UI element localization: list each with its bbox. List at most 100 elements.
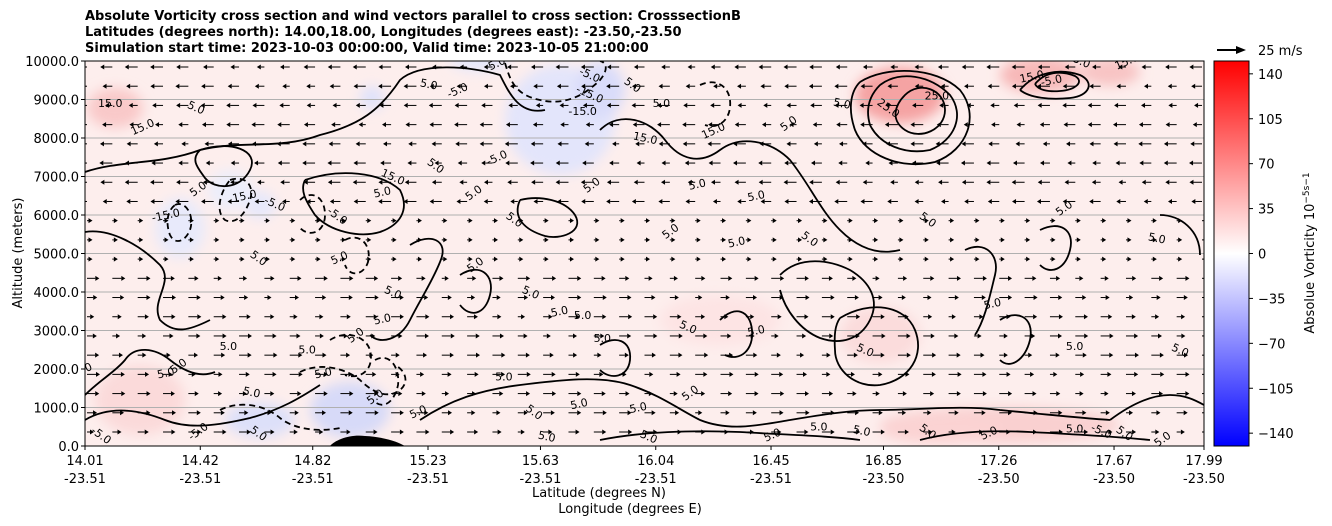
- wind-vector-head: [544, 237, 549, 243]
- wind-vector-head: [581, 83, 586, 89]
- wind-vector-head: [524, 295, 529, 301]
- wind-vector-head: [938, 179, 943, 185]
- wind-vector-head: [980, 352, 985, 358]
- wind-vector-head: [479, 141, 484, 147]
- wind-vector-head: [459, 64, 464, 70]
- y-tick-label: 2000.0: [34, 363, 80, 378]
- wind-vector-head: [242, 391, 247, 397]
- wind-vector-head: [1011, 64, 1016, 70]
- wind-vector-head: [1163, 141, 1168, 147]
- wind-vector-head: [1191, 83, 1196, 89]
- wind-vector-head: [829, 333, 834, 339]
- wind-vector-head: [750, 333, 755, 339]
- wind-vector-head: [454, 122, 459, 128]
- wind-vector-head: [530, 141, 535, 147]
- wind-vector-head: [1194, 102, 1199, 108]
- contour-label: 5.0: [220, 340, 238, 353]
- wind-vector-head: [88, 256, 93, 262]
- wind-vector-head: [519, 237, 524, 243]
- wind-vector-head: [780, 391, 785, 397]
- wind-vector-head: [267, 295, 272, 301]
- wind-vector-head: [722, 256, 727, 262]
- wind-vector-head: [126, 141, 131, 147]
- wind-vector-head: [927, 410, 932, 416]
- wind-vector-head: [201, 83, 206, 89]
- wind-vector-head: [881, 333, 886, 339]
- wind-vector-head: [758, 160, 763, 166]
- wind-vector-head: [1143, 198, 1148, 204]
- x-tick-label-lat: 17.99: [1185, 454, 1222, 469]
- colorbar-tick-label: 35: [1258, 203, 1275, 218]
- wind-vector-head: [1160, 371, 1165, 377]
- wind-vector-head: [139, 218, 144, 224]
- x-tick-label-lon: -23.51: [750, 472, 792, 487]
- wind-vector-head: [1082, 410, 1087, 416]
- wind-vector-head: [196, 295, 201, 301]
- wind-vector-head: [687, 64, 692, 70]
- wind-vector-head: [910, 141, 915, 147]
- wind-vector-head: [121, 275, 126, 281]
- contour-positive: [833, 306, 919, 387]
- field-patch-6: [87, 88, 143, 128]
- contour-negative: [699, 81, 732, 127]
- wind-vector-head: [779, 295, 784, 301]
- wind-vector-head: [904, 429, 909, 435]
- wind-vector-head: [903, 275, 908, 281]
- wind-vector-head: [710, 102, 715, 108]
- wind-vector-head: [737, 102, 742, 108]
- wind-vector-head: [443, 237, 448, 243]
- wind-vector-head: [572, 333, 577, 339]
- wind-vector-head: [878, 295, 883, 301]
- contour-positive: [369, 237, 444, 341]
- wind-vector-head: [247, 333, 252, 339]
- wind-vector-head: [358, 122, 363, 128]
- wind-vector-head: [620, 237, 625, 243]
- wind-vector-head: [196, 333, 201, 339]
- wind-vector-head: [1067, 160, 1072, 166]
- field-patch-15: [450, 61, 510, 72]
- wind-vector-head: [270, 391, 275, 397]
- wind-vector-head: [646, 237, 650, 243]
- wind-vector-head: [936, 122, 941, 128]
- wind-vector-head: [602, 314, 607, 320]
- y-tick-label: 10000.0: [25, 55, 79, 70]
- wind-vector-head: [471, 295, 476, 301]
- wind-vector-head: [991, 122, 996, 128]
- wind-vector-head: [696, 256, 701, 262]
- wind-vector-head: [963, 122, 968, 128]
- contour-label: 5.0: [185, 98, 206, 117]
- contour-positive: [85, 384, 321, 427]
- wind-vector-head: [398, 333, 403, 339]
- wind-vector-head: [146, 410, 151, 416]
- wind-vector-head: [172, 410, 177, 416]
- wind-vector-head: [1036, 198, 1041, 204]
- wind-vector-head: [226, 122, 231, 128]
- x-tick-label-lat: 16.04: [637, 454, 674, 469]
- wind-vector-head: [251, 122, 256, 128]
- wind-vector-head: [113, 237, 118, 243]
- wind-vector-head: [1011, 83, 1016, 89]
- wind-vector-head: [1189, 179, 1194, 185]
- contour-positive: [849, 69, 971, 166]
- wind-vector-head: [129, 122, 134, 128]
- wind-vector-head: [772, 218, 777, 224]
- wind-vector-head: [1082, 295, 1087, 301]
- wind-vector-head: [602, 429, 607, 435]
- wind-vector-head: [221, 352, 226, 358]
- wind-vector-head: [1185, 391, 1190, 397]
- wind-vector-head: [957, 371, 962, 377]
- wind-vector-head: [880, 314, 885, 320]
- wind-vector-head: [1116, 83, 1121, 89]
- wind-vector-head: [941, 198, 946, 204]
- wind-vector-head: [303, 64, 308, 70]
- wind-vector-head: [779, 371, 784, 377]
- wind-vector-head: [805, 410, 810, 416]
- wind-vector-head: [601, 391, 606, 397]
- wind-vector-head: [164, 237, 169, 243]
- wind-vector-head: [1092, 64, 1097, 70]
- wind-vector-head: [930, 275, 935, 281]
- wind-vector-head: [341, 256, 346, 262]
- wind-vector-head: [323, 391, 328, 397]
- wind-vector-head: [99, 160, 104, 166]
- contour-label: 5.0: [852, 423, 872, 439]
